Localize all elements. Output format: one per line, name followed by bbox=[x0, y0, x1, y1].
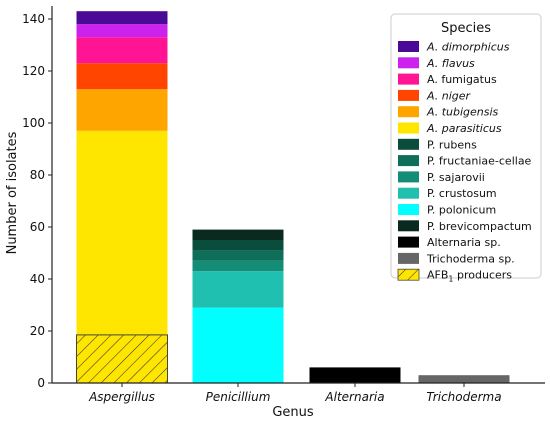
legend-label-p-fructaniae-cellae: P. fructaniae-cellae bbox=[427, 155, 532, 168]
y-tick-label-140: 140 bbox=[22, 12, 45, 26]
legend-swatch-trichoderma-sp bbox=[398, 252, 419, 264]
legend-swatch-afb1-producers bbox=[397, 268, 420, 281]
legend-label-a-flavus: A. flavus bbox=[426, 57, 475, 70]
legend-swatch-a-niger bbox=[398, 89, 419, 101]
x-tick-label-trichoderma: Trichoderma bbox=[426, 390, 501, 404]
legend-title: Species bbox=[441, 21, 491, 36]
legend-label-trichoderma-sp: Trichoderma sp. bbox=[426, 252, 515, 265]
legend-swatch-a-dimorphicus bbox=[398, 41, 419, 52]
bar-segment-alternaria-alternaria-sp bbox=[309, 367, 401, 383]
legend-label-p-brevicompactum: P. brevicompactum bbox=[427, 220, 532, 233]
x-tick-label-aspergillus: Aspergillus bbox=[88, 390, 155, 404]
y-tick-label-60: 60 bbox=[30, 220, 45, 234]
bar-segment-penicillium-p-brevicompactum bbox=[192, 229, 284, 240]
legend-swatch-p-crustosum bbox=[398, 187, 419, 199]
bar-segment-penicillium-p-fructaniae-cellae bbox=[192, 250, 284, 261]
bar-segment-penicillium-p-sajarovii bbox=[192, 260, 284, 272]
y-tick-label-20: 20 bbox=[30, 324, 45, 338]
afb1-producers-hatch-aspergillus bbox=[76, 334, 168, 384]
legend-label-afb1-producers: AFB1 producers bbox=[427, 269, 512, 284]
legend-swatch-a-flavus bbox=[398, 57, 419, 69]
legend-label-p-crustosum: P. crustosum bbox=[427, 187, 497, 200]
legend-label-alternaria-sp: Alternaria sp. bbox=[427, 236, 501, 249]
legend-swatch-alternaria-sp bbox=[398, 236, 419, 248]
y-tick-label-0: 0 bbox=[37, 376, 45, 390]
legend-label-p-polonicum: P. polonicum bbox=[427, 204, 496, 217]
y-axis-title: Number of isolates bbox=[5, 131, 20, 254]
bar-segment-penicillium-p-crustosum bbox=[192, 271, 284, 308]
legend-label-a-niger: A. niger bbox=[426, 89, 472, 102]
y-tick-label-80: 80 bbox=[30, 168, 45, 182]
legend-label-a-parasiticus: A. parasiticus bbox=[426, 122, 502, 135]
legend-swatch-a-tubigensis bbox=[398, 106, 419, 118]
bar-segment-aspergillus-a-flavus bbox=[76, 24, 168, 38]
legend-swatch-p-rubens bbox=[398, 138, 419, 150]
legend-swatch-a-parasiticus bbox=[398, 122, 419, 134]
legend-label-a-tubigensis: A. tubigensis bbox=[426, 106, 499, 119]
legend-label-p-sajarovii: P. sajarovii bbox=[427, 171, 485, 184]
legend-swatch-p-polonicum bbox=[398, 204, 419, 215]
bars-group bbox=[76, 11, 510, 384]
legend-label-a-dimorphicus: A. dimorphicus bbox=[426, 41, 510, 54]
legend-swatch-p-brevicompactum bbox=[398, 220, 419, 232]
legend: Species A. dimorphicus A. flavus A. fumiga… bbox=[390, 13, 542, 284]
legend-label-p-rubens: P. rubens bbox=[427, 138, 477, 151]
bar-segment-trichoderma-trichoderma-sp bbox=[418, 375, 510, 383]
y-tick-label-120: 120 bbox=[22, 64, 45, 78]
legend-swatch-p-fructaniae-cellae bbox=[398, 155, 419, 167]
bar-segment-aspergillus-a-niger bbox=[76, 63, 168, 90]
legend-swatch-p-sajarovii bbox=[398, 171, 419, 183]
x-tick-label-penicillium: Penicillium bbox=[206, 390, 271, 404]
legend-label-a-fumigatus: A. fumigatus bbox=[427, 73, 497, 86]
bar-segment-aspergillus-a-dimorphicus bbox=[76, 11, 168, 25]
legend-frame bbox=[390, 13, 542, 279]
legend-swatch-a-fumigatus bbox=[398, 73, 419, 85]
bar-segment-penicillium-p-rubens bbox=[192, 240, 284, 251]
bar-segment-aspergillus-a-tubigensis bbox=[76, 89, 168, 131]
x-tick-label-alternaria: Alternaria bbox=[324, 390, 384, 404]
x-axis-title: Genus bbox=[272, 405, 314, 420]
axes-group: 0 20 40 60 80 100 120 140 Aspergillus Penicillium… bbox=[22, 6, 545, 404]
y-tick-label-100: 100 bbox=[22, 116, 45, 130]
bar-segment-penicillium-p-polonicum bbox=[192, 307, 284, 383]
y-tick-label-40: 40 bbox=[30, 272, 45, 286]
bar-segment-aspergillus-a-fumigatus bbox=[76, 37, 168, 64]
